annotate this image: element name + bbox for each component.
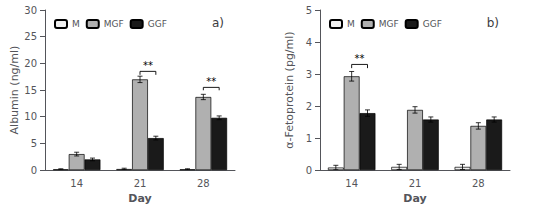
svg-text:a): a) xyxy=(212,16,224,30)
svg-text:MGF: MGF xyxy=(379,19,399,29)
svg-text:GGF: GGF xyxy=(423,19,442,29)
svg-text:b): b) xyxy=(487,16,499,30)
svg-text:MGF: MGF xyxy=(104,19,124,29)
svg-text:30: 30 xyxy=(24,5,37,16)
svg-text:21: 21 xyxy=(409,178,422,189)
svg-text:10: 10 xyxy=(24,111,37,122)
svg-text:M: M xyxy=(72,19,80,29)
svg-text:**: ** xyxy=(206,76,216,87)
svg-text:0: 0 xyxy=(31,165,37,176)
svg-text:0: 0 xyxy=(306,165,312,176)
svg-text:15: 15 xyxy=(24,85,37,96)
svg-text:Day: Day xyxy=(128,192,151,205)
svg-text:3: 3 xyxy=(306,69,312,80)
svg-text:Day: Day xyxy=(403,192,426,205)
svg-text:α-Fetoprotein (pg/ml): α-Fetoprotein (pg/ml) xyxy=(283,31,296,148)
svg-text:GGF: GGF xyxy=(148,19,167,29)
svg-text:4: 4 xyxy=(306,37,312,48)
svg-text:**: ** xyxy=(143,60,153,71)
svg-text:M: M xyxy=(347,19,355,29)
svg-text:20: 20 xyxy=(24,58,37,69)
svg-text:**: ** xyxy=(355,53,365,64)
svg-text:14: 14 xyxy=(345,178,358,189)
svg-text:Albumin (ng/ml): Albumin (ng/ml) xyxy=(8,46,21,135)
svg-text:25: 25 xyxy=(24,31,37,42)
svg-text:5: 5 xyxy=(31,138,37,149)
svg-text:14: 14 xyxy=(70,178,83,189)
svg-text:28: 28 xyxy=(197,178,210,189)
svg-text:2: 2 xyxy=(306,101,312,112)
svg-text:1: 1 xyxy=(306,133,312,144)
svg-text:28: 28 xyxy=(472,178,485,189)
svg-text:21: 21 xyxy=(134,178,147,189)
svg-text:5: 5 xyxy=(306,5,312,16)
